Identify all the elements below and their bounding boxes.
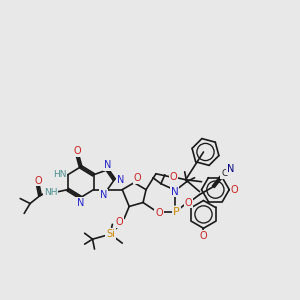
Text: N: N (226, 164, 234, 174)
Text: NH: NH (44, 188, 58, 197)
Text: O: O (133, 173, 141, 183)
Text: O: O (170, 172, 178, 182)
Text: N: N (104, 160, 111, 170)
Text: O: O (230, 184, 238, 195)
Text: O: O (155, 208, 163, 218)
Text: Si: Si (106, 229, 115, 239)
Text: N: N (77, 197, 84, 208)
Text: C: C (221, 169, 227, 178)
Text: O: O (74, 146, 82, 156)
Text: O: O (116, 217, 123, 227)
Text: N: N (171, 187, 178, 196)
Text: N: N (117, 175, 124, 185)
Text: O: O (185, 197, 193, 208)
Text: O: O (200, 231, 207, 241)
Text: HN: HN (53, 170, 67, 179)
Text: P: P (173, 207, 180, 218)
Text: N: N (100, 190, 107, 200)
Text: O: O (34, 176, 42, 186)
